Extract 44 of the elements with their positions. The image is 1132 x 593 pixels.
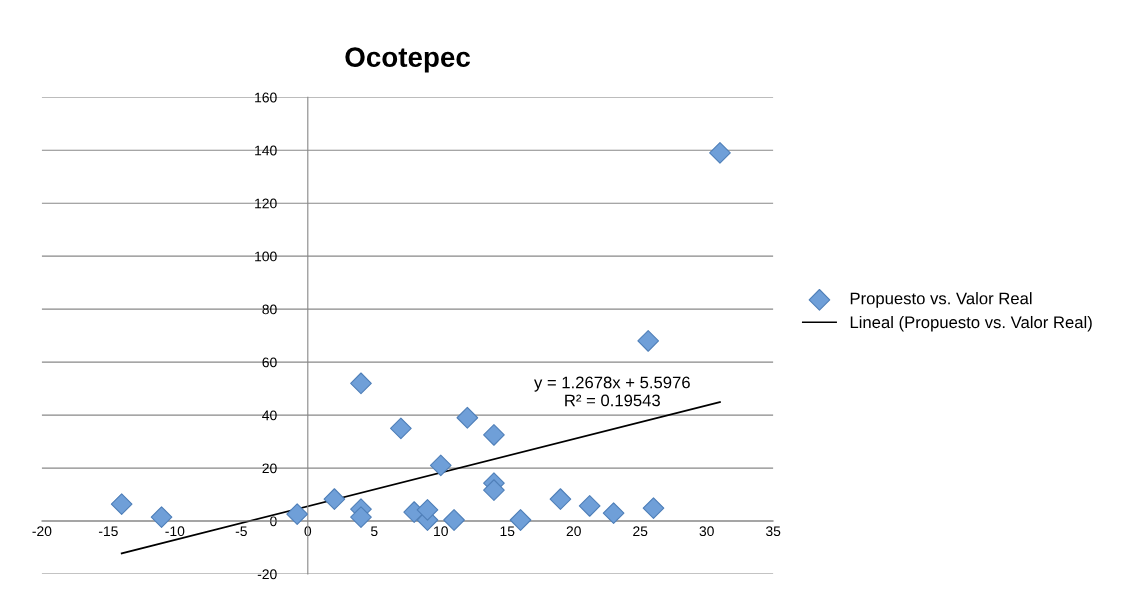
x-tick-label: -10	[165, 526, 185, 537]
point	[390, 417, 412, 440]
y-tick-label: 120	[255, 198, 277, 209]
x-tick-label: -15	[98, 526, 118, 537]
point	[350, 506, 372, 528]
point	[602, 502, 625, 524]
x-tick-label: 35	[765, 526, 781, 537]
point	[549, 488, 572, 510]
point	[429, 454, 452, 477]
x-tick-label: 10	[434, 526, 448, 537]
point	[323, 488, 346, 510]
x-tick-label: 0	[304, 526, 312, 537]
chart-title: Ocotepec	[345, 47, 471, 73]
point	[483, 479, 505, 501]
y-tick-label: 100	[255, 251, 277, 262]
point	[578, 495, 601, 517]
point	[350, 372, 372, 395]
point	[709, 142, 731, 164]
x-tick-label: -20	[32, 526, 52, 537]
point	[110, 493, 133, 515]
point	[416, 499, 439, 521]
point	[483, 424, 505, 446]
y-tick-label: 60	[262, 357, 277, 368]
legend-label: Propuesto vs. Valor Real	[850, 292, 1032, 308]
point	[637, 330, 660, 352]
point	[286, 503, 309, 526]
point	[150, 506, 173, 528]
x-tick-label: 5	[370, 526, 378, 537]
y-tick-label: 20	[262, 463, 277, 474]
y-tick-label: 0	[270, 516, 277, 527]
legend-label: Lineal (Propuesto vs. Valor Real)	[850, 315, 1092, 332]
y-tick-label: 80	[262, 304, 277, 315]
point	[642, 497, 665, 519]
x-tick-label: 15	[500, 526, 515, 537]
point	[456, 406, 479, 429]
x-tick-label: -5	[235, 526, 247, 537]
y-tick-label: 140	[255, 145, 277, 156]
x-tick-label: 20	[566, 526, 581, 537]
annotation: y = 1.2678x + 5.5976 R² = 0.19543	[534, 376, 690, 407]
x-tick-label: 25	[633, 526, 648, 537]
y-tick-label: -20	[257, 569, 277, 580]
y-tick-label: 40	[262, 410, 277, 421]
y-tick-label: 160	[255, 92, 277, 103]
x-tick-label: 30	[699, 526, 714, 537]
